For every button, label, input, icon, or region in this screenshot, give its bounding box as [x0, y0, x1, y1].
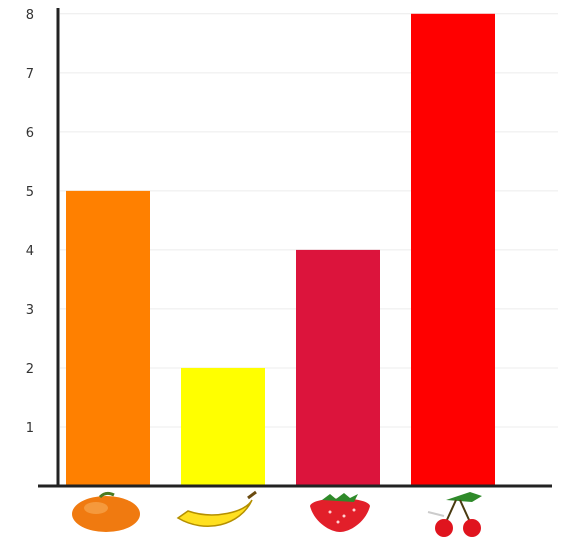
cherry-icon [427, 492, 482, 537]
y-axis-ticks: 1 2 3 4 5 6 7 8 [26, 8, 34, 436]
y-tick-label: 3 [26, 303, 34, 318]
orange-icon [72, 491, 140, 532]
bars [66, 13, 495, 487]
y-tick-label: 5 [26, 185, 34, 200]
bar-orange [66, 190, 150, 486]
strawberry-icon [310, 493, 370, 532]
bar-banana [181, 367, 265, 486]
y-tick-label: 7 [26, 67, 34, 82]
y-tick-label: 4 [26, 244, 34, 259]
bar-cherry [411, 13, 495, 487]
y-tick-label: 2 [26, 362, 34, 377]
y-tick-label: 8 [26, 8, 34, 23]
y-tick-label: 1 [26, 421, 34, 436]
banana-icon [176, 490, 257, 527]
y-tick-label: 6 [26, 126, 34, 141]
bar-strawberry [296, 249, 380, 486]
